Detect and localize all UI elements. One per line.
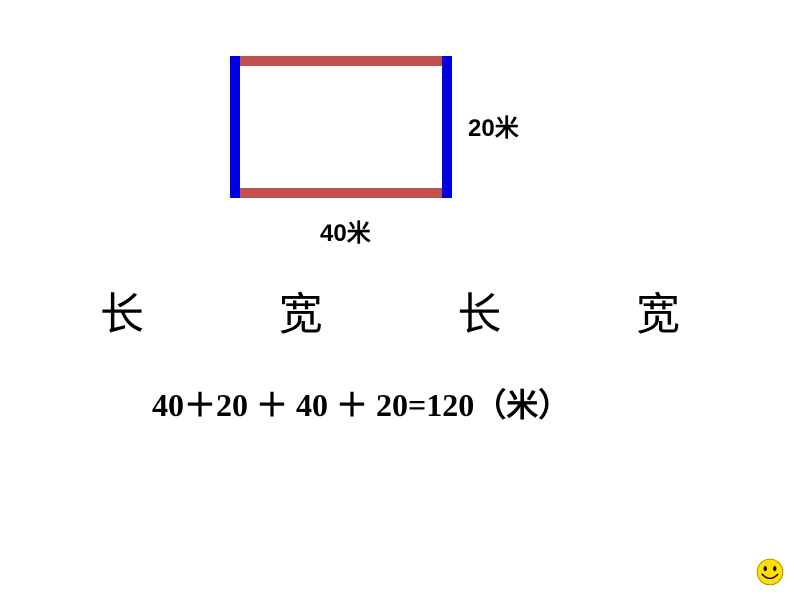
- dimension-name-row: 长 宽 长 宽: [100, 278, 680, 342]
- char-width-2: 宽: [636, 278, 680, 342]
- height-label: 20米: [468, 108, 519, 143]
- rect-right: [442, 56, 452, 198]
- perimeter-equation: 40＋20 ＋ 40 ＋ 20=120（米）: [152, 380, 570, 426]
- rect-top: [230, 56, 452, 66]
- smiley-icon: [756, 558, 784, 586]
- rect-bottom: [230, 188, 452, 198]
- char-length-2: 长: [457, 278, 501, 342]
- rect-left: [230, 56, 240, 198]
- char-width-1: 宽: [279, 278, 323, 342]
- width-label: 40米: [320, 213, 371, 248]
- char-length-1: 长: [100, 278, 144, 342]
